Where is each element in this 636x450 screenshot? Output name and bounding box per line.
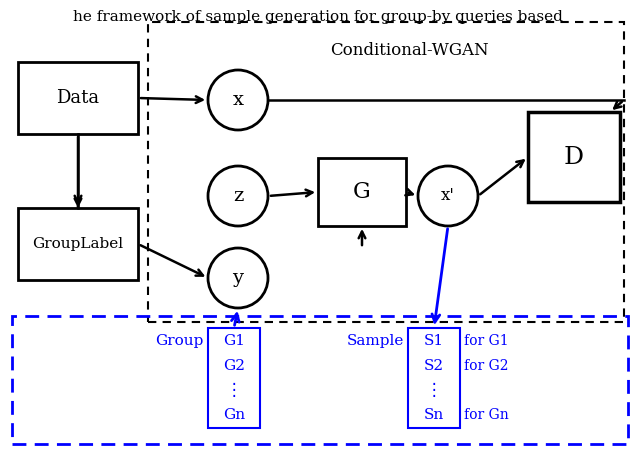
Circle shape [208,166,268,226]
Text: Data: Data [57,89,100,107]
Bar [148,22,624,322]
Text: G2: G2 [223,359,245,373]
Bar [528,112,620,202]
Circle shape [208,70,268,130]
Text: Group: Group [156,334,204,348]
Bar [18,208,138,280]
Text: D: D [564,145,584,168]
Text: ⋮: ⋮ [226,381,242,399]
Bar [408,328,460,428]
Text: G: G [353,181,371,203]
Text: Sample: Sample [347,334,404,348]
Text: z: z [233,187,243,205]
Text: for Gn: for Gn [464,408,509,422]
Text: G1: G1 [223,334,245,348]
Circle shape [208,248,268,308]
Text: y: y [233,269,244,287]
Text: for G1: for G1 [464,334,509,348]
Text: for G2: for G2 [464,359,509,373]
Text: x': x' [441,188,455,204]
Bar [208,328,260,428]
Text: x: x [233,91,244,109]
Text: he framework of sample generation for group-by queries based: he framework of sample generation for gr… [73,10,563,24]
Text: Gn: Gn [223,408,245,422]
Bar [12,316,628,444]
Circle shape [418,166,478,226]
Text: GroupLabel: GroupLabel [32,237,123,251]
Text: Conditional-WGAN: Conditional-WGAN [331,42,489,59]
Text: S2: S2 [424,359,444,373]
Bar [18,62,138,134]
Bar [318,158,406,226]
Text: Sn: Sn [424,408,444,422]
Text: S1: S1 [424,334,444,348]
Text: ⋮: ⋮ [425,381,442,399]
